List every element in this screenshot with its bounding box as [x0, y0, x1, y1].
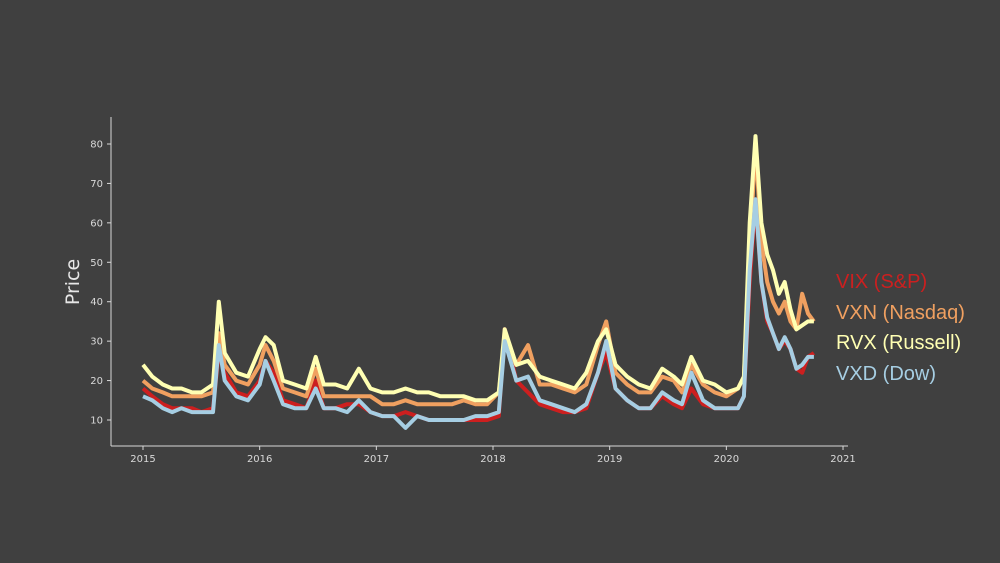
legend-item-vxd: VXD (Dow)	[836, 362, 937, 385]
series-line-vix	[141, 201, 816, 422]
x-ticks: 2015 2016 2017 2018 2019 2020 2021	[130, 446, 856, 465]
x-tick-label: 2018	[480, 454, 505, 465]
y-axis-label: Price	[62, 259, 84, 305]
series-line-vxn	[141, 142, 816, 407]
legend: VIX (S&P) VXN (Nasdaq) RVX (Russell) VXD…	[836, 267, 965, 389]
x-tick-label: 2021	[830, 454, 855, 465]
y-tick-label: 50	[90, 258, 103, 269]
x-tick-label: 2015	[130, 454, 155, 465]
legend-item-vix: VIX (S&P)	[836, 271, 928, 293]
y-tick-label: 70	[90, 179, 103, 190]
plot-area	[141, 134, 816, 430]
series-line-vxd	[142, 197, 814, 430]
y-ticks: 10 20 30 40 50 60 70 80	[90, 139, 111, 427]
x-tick-label: 2020	[714, 454, 739, 465]
x-tick-label: 2016	[247, 454, 272, 465]
x-tick-label: 2017	[364, 454, 389, 465]
x-tick-label: 2019	[597, 454, 622, 465]
y-tick-label: 60	[90, 218, 103, 229]
y-tick-label: 30	[90, 337, 103, 348]
y-tick-label: 10	[90, 416, 103, 427]
legend-item-rvx: RVX (Russell)	[836, 332, 962, 354]
y-tick-label: 20	[90, 376, 103, 387]
series-line-rvx	[141, 134, 814, 403]
y-tick-label: 80	[90, 139, 103, 150]
legend-item-vxn: VXN (Nasdaq)	[836, 301, 965, 324]
y-tick-label: 40	[90, 297, 103, 308]
